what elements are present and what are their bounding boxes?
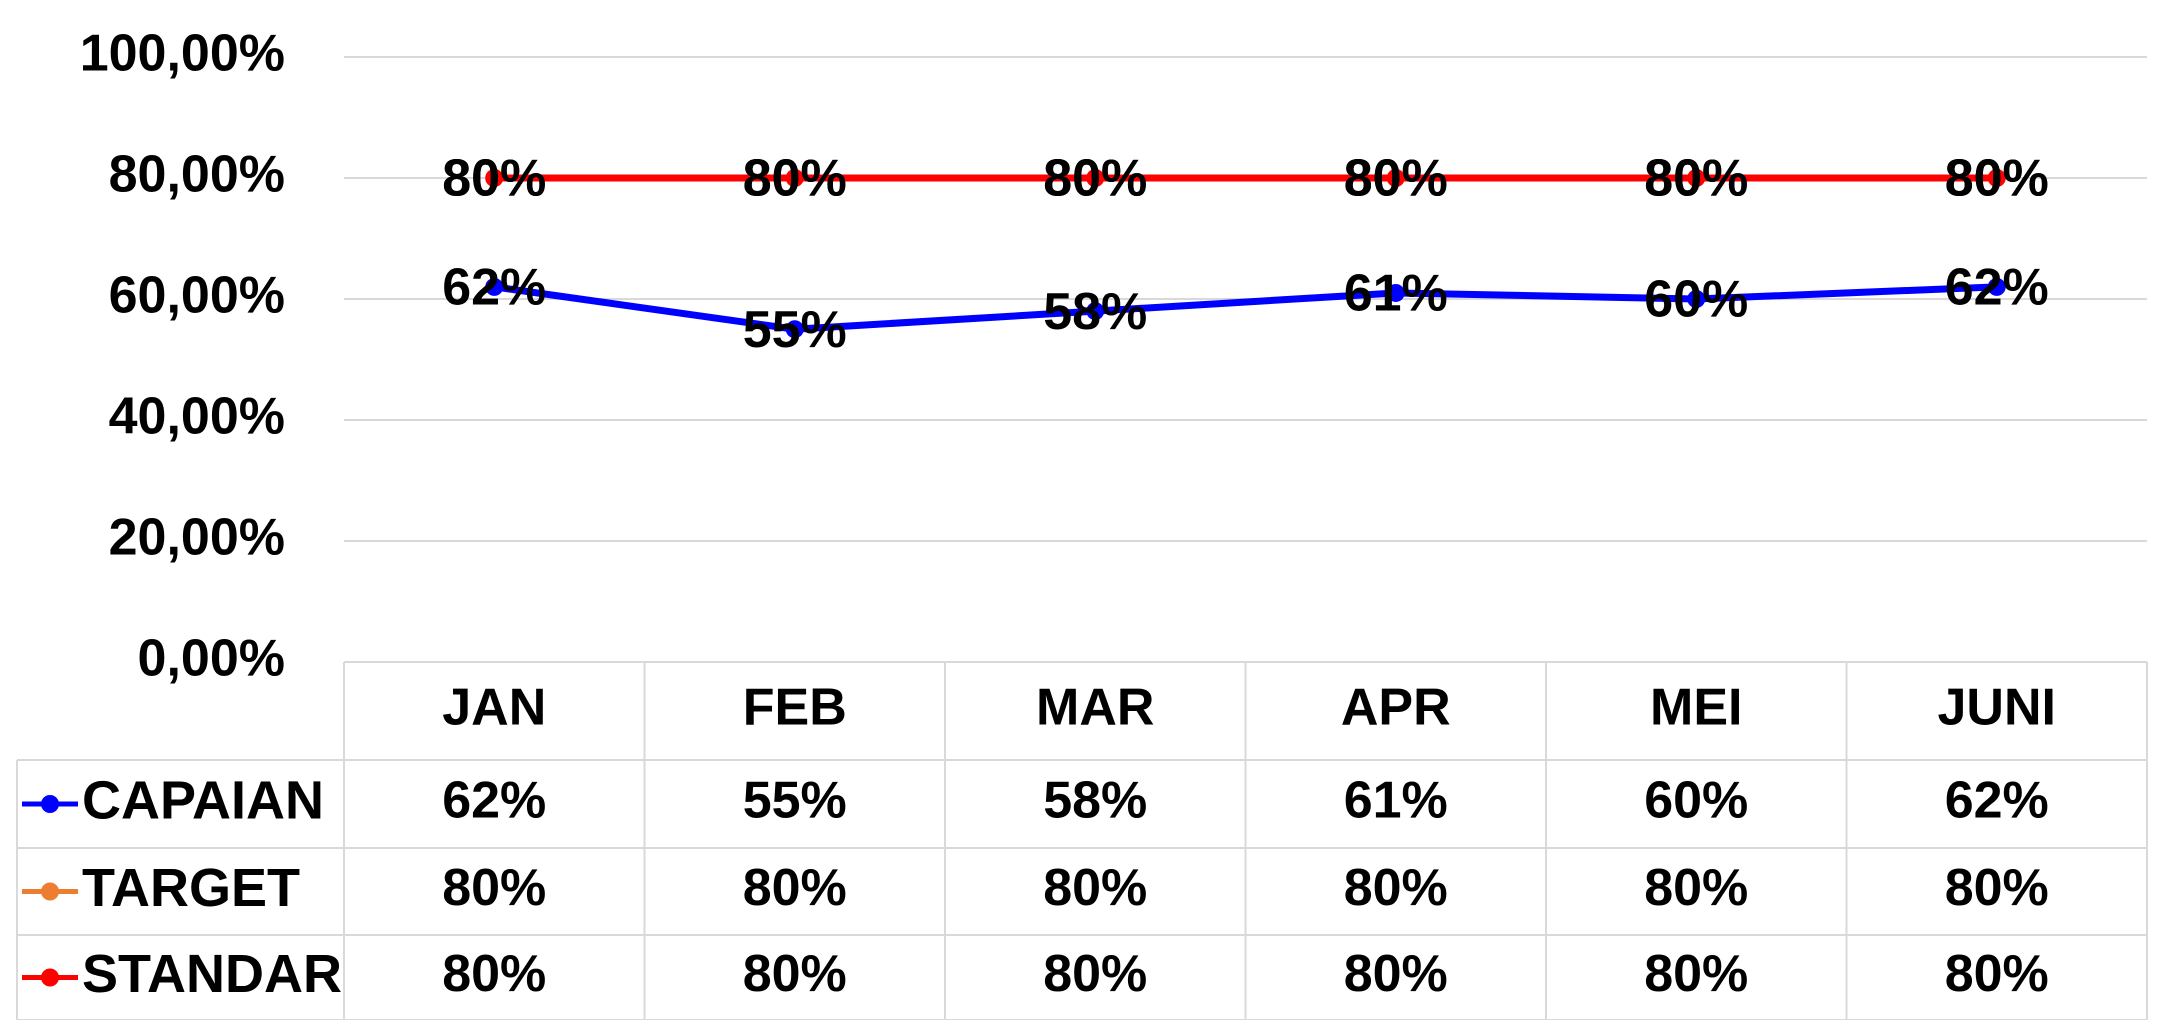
data-label: 80% <box>1344 150 1448 208</box>
table-cell: 80% <box>743 945 847 1003</box>
point <box>1386 283 1405 302</box>
data-label: 61% <box>1344 265 1448 323</box>
x-tick-label: MAR <box>1036 679 1154 737</box>
point <box>785 320 804 339</box>
point <box>1987 277 2006 296</box>
table-cell: 55% <box>743 772 847 830</box>
x-tick-label: MEI <box>1650 679 1742 737</box>
table-cell: 61% <box>1344 772 1448 830</box>
data-label: 80% <box>1644 150 1748 208</box>
data-label: 60% <box>1644 271 1748 329</box>
y-tick-label: 80,00% <box>109 146 285 204</box>
y-tick-label: 0,00% <box>138 630 285 688</box>
series-line <box>493 283 1997 333</box>
legend-marker <box>41 795 59 813</box>
table-cell: 62% <box>1945 772 2049 830</box>
table-cell: 80% <box>1945 945 2049 1003</box>
y-tick-label: 100,00% <box>80 25 285 83</box>
table-cell: 80% <box>1043 859 1147 917</box>
table-cell: 60% <box>1644 772 1748 830</box>
data-label: 55% <box>743 301 847 359</box>
table-cell: 80% <box>1644 945 1748 1003</box>
table-cell: 80% <box>1344 945 1448 1003</box>
data-label: 80% <box>1945 150 2049 208</box>
point <box>1687 169 1706 187</box>
data-label: 80% <box>743 150 847 208</box>
point <box>1386 169 1405 187</box>
x-tick-label: FEB <box>743 679 847 737</box>
x-tick-label: JAN <box>442 679 546 737</box>
data-label: 80% <box>1644 150 1748 208</box>
legend-marker <box>41 968 59 987</box>
data-label: 80% <box>442 150 546 208</box>
point <box>485 277 504 296</box>
table-cell: 80% <box>1043 945 1147 1003</box>
point <box>1687 290 1706 308</box>
point <box>785 169 804 187</box>
table-cell: 80% <box>1644 859 1748 917</box>
data-label: 80% <box>1344 150 1448 208</box>
table-cell: 80% <box>1945 859 2049 917</box>
table-cell: 58% <box>1043 772 1147 830</box>
table-cell: 80% <box>442 859 546 917</box>
data-label: 58% <box>1043 283 1147 341</box>
y-tick-label: 20,00% <box>109 509 285 567</box>
data-label: 62% <box>1945 259 2049 317</box>
point <box>485 169 504 187</box>
table-cell: 80% <box>1344 859 1448 917</box>
y-tick-label: 40,00% <box>109 388 285 446</box>
table-cell: 80% <box>442 945 546 1003</box>
point <box>1987 169 2006 187</box>
x-tick-label: JUNI <box>1938 679 2056 737</box>
data-label: 80% <box>1043 150 1147 208</box>
legend-marker <box>41 882 59 901</box>
data-label: 62% <box>442 259 546 317</box>
table-cell: 80% <box>743 859 847 917</box>
data-label: 80% <box>1945 150 2049 208</box>
legend-label: TARGET <box>82 858 300 918</box>
point <box>1086 302 1105 321</box>
data-label: 80% <box>1043 150 1147 208</box>
legend-label: CAPAIAN <box>82 770 324 830</box>
x-tick-label: APR <box>1341 679 1451 737</box>
y-tick-label: 60,00% <box>109 267 285 325</box>
table-cell: 62% <box>442 772 546 830</box>
point <box>1086 169 1105 187</box>
data-label: 80% <box>743 150 847 208</box>
data-label: 80% <box>442 150 546 208</box>
legend-label: STANDAR <box>82 944 342 1004</box>
